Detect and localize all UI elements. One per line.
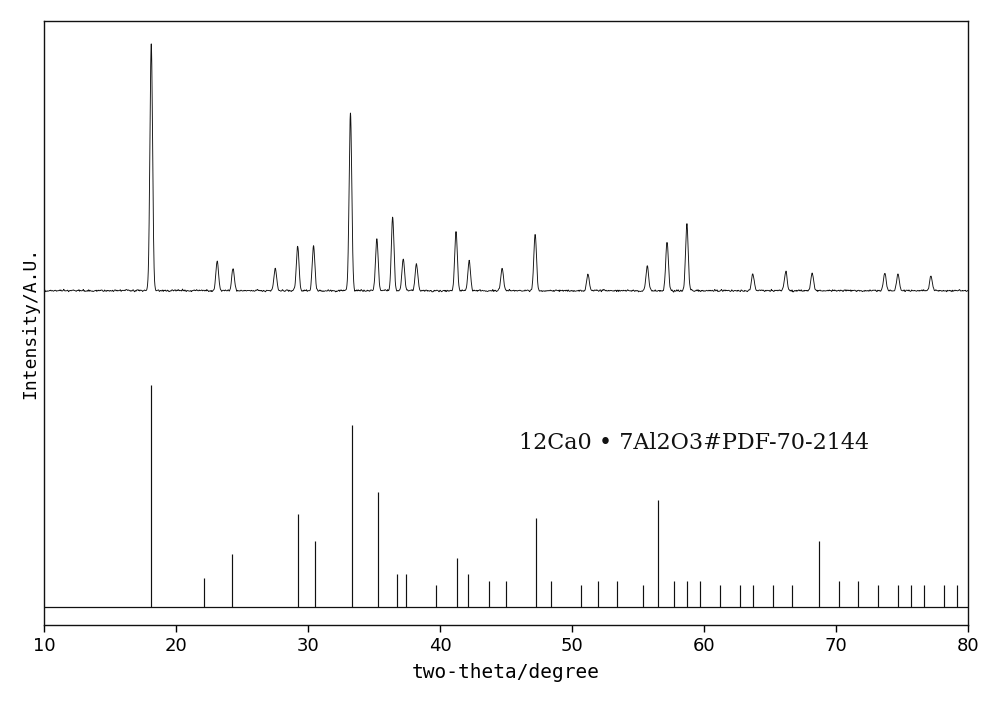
- Text: 12Ca0 • 7Al2O3#PDF-70-2144: 12Ca0 • 7Al2O3#PDF-70-2144: [519, 432, 869, 454]
- X-axis label: two-theta/degree: two-theta/degree: [412, 663, 600, 682]
- Y-axis label: Intensity/A.U.: Intensity/A.U.: [21, 247, 39, 399]
